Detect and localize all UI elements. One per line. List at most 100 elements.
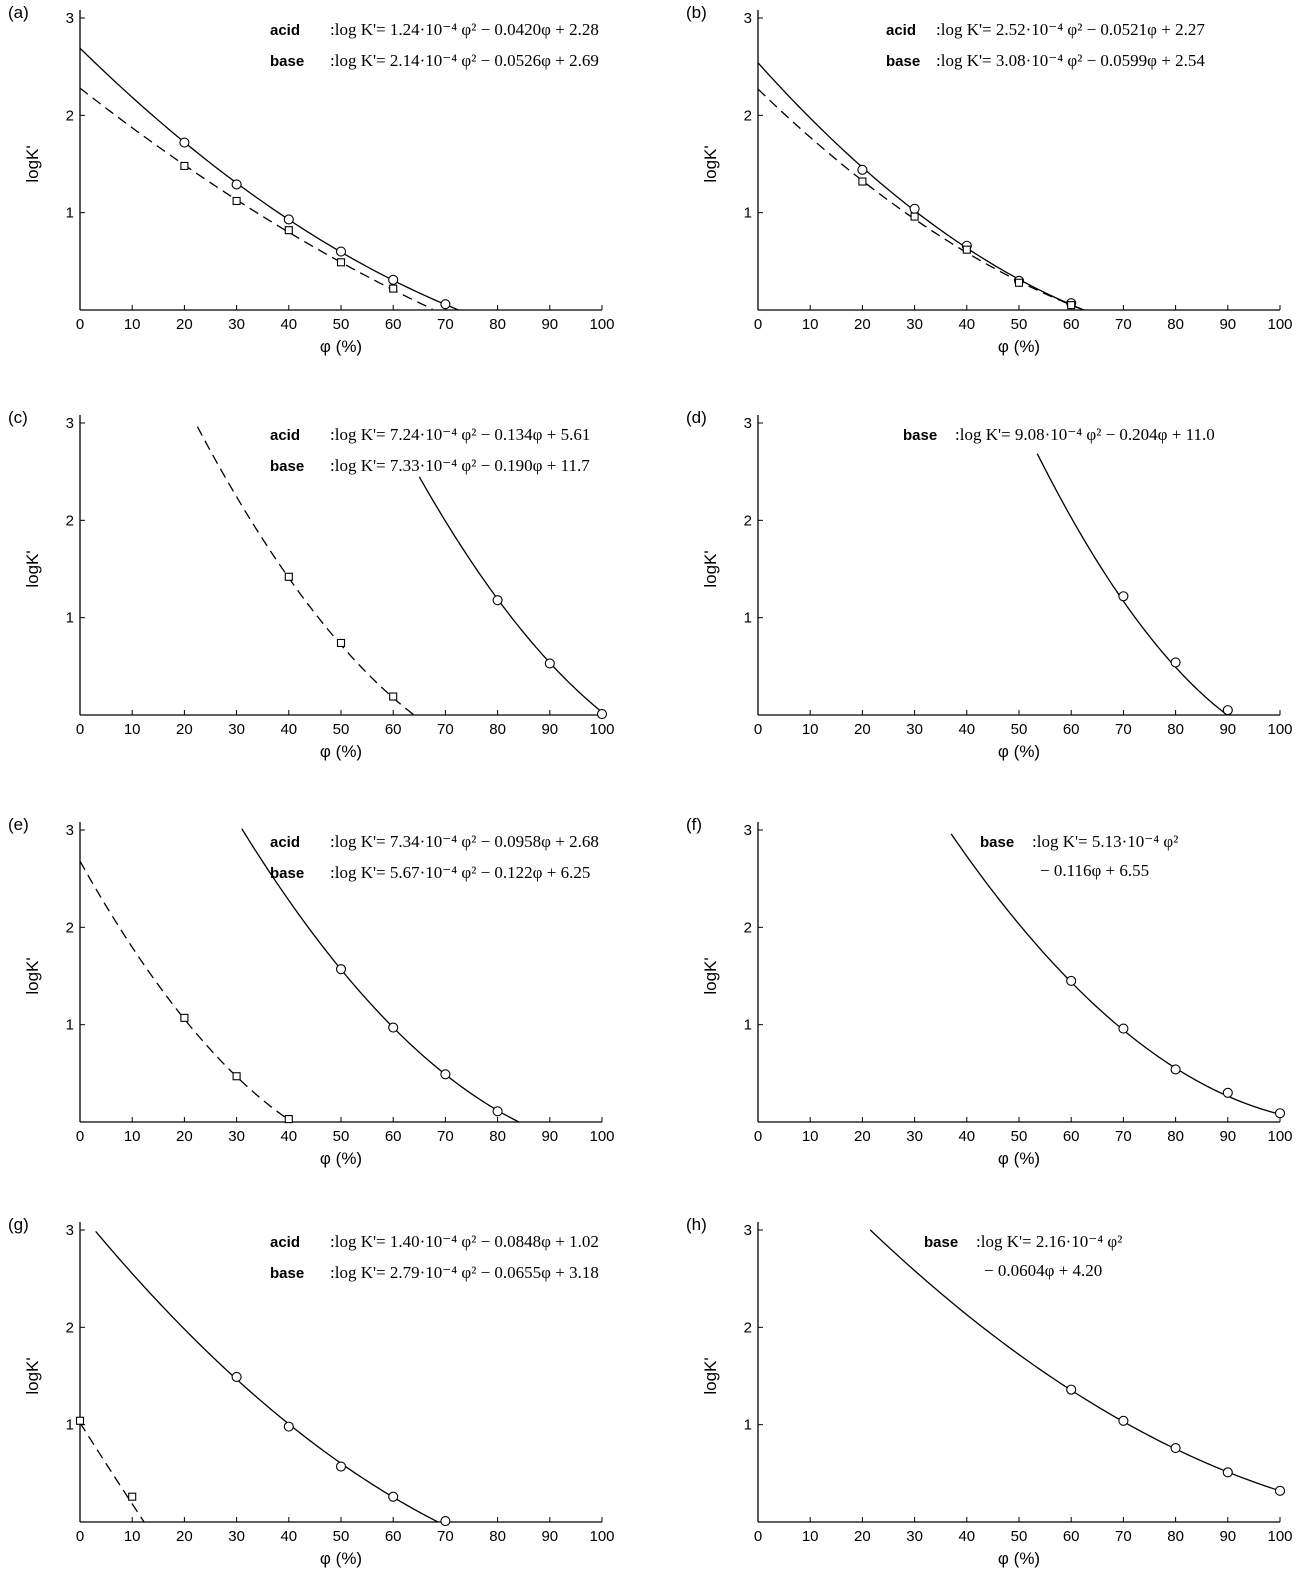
x-tick-label: 100: [1267, 316, 1292, 333]
x-tick-label: 80: [489, 316, 506, 333]
base-data-point: [440, 1069, 451, 1080]
base-data-point: [1274, 1485, 1286, 1496]
base-data-point: [1170, 1064, 1181, 1075]
x-tick-label: 10: [802, 1528, 819, 1545]
x-tick-label: 60: [1063, 316, 1080, 333]
x-tick-label: 60: [1063, 721, 1080, 738]
base-label: base: [886, 53, 920, 70]
x-tick-label: 10: [124, 1528, 141, 1545]
x-tick-label: 90: [541, 1128, 558, 1145]
x-tick-label: 100: [589, 1528, 614, 1545]
x-tick-label: 50: [333, 1528, 350, 1545]
base-fit-curve: [418, 476, 603, 713]
x-tick-label: 50: [1011, 721, 1028, 738]
acid-data-point: [284, 572, 293, 581]
base-fit-curve: [1036, 453, 1229, 715]
y-axis-label: logK': [23, 550, 42, 587]
chart-panel: (g) 0 10 20 30 40 50 60 70 80 90 100 1 2 3 φ (%) logK' ac…: [8, 1215, 615, 1568]
chart-panel: (h) 0 10 20 30 40 50 60 70 80 90 100 1 2 3 φ (%) logK' ba…: [686, 1215, 1293, 1568]
base-equation-cont: − 0.0604φ + 4.20: [984, 1261, 1102, 1280]
base-data-point: [179, 137, 190, 148]
base-label: base: [980, 834, 1014, 851]
x-tick-label: 60: [385, 721, 402, 738]
x-tick-label: 0: [754, 1528, 762, 1545]
x-tick-label: 20: [176, 721, 193, 738]
x-tick-label: 30: [228, 721, 245, 738]
base-data-point: [231, 1371, 242, 1383]
x-tick-label: 90: [1219, 1128, 1236, 1145]
acid-fit-curve: [758, 88, 1082, 310]
base-data-point: [440, 1515, 451, 1527]
y-tick-label: 3: [66, 1222, 74, 1239]
x-tick-label: 30: [906, 721, 923, 738]
x-tick-label: 40: [280, 721, 297, 738]
x-tick-label: 70: [1115, 1128, 1132, 1145]
acid-data-point: [232, 1072, 241, 1081]
y-tick-label: 1: [66, 205, 74, 222]
x-tick-label: 20: [854, 1528, 871, 1545]
y-tick-label: 1: [744, 1017, 752, 1034]
y-tick-label: 1: [744, 1417, 752, 1434]
panel-label: (b): [686, 3, 707, 22]
x-tick-label: 50: [333, 1128, 350, 1145]
base-data-point: [1118, 591, 1129, 602]
base-data-point: [1274, 1108, 1286, 1119]
x-tick-label: 80: [1167, 721, 1184, 738]
base-data-point: [283, 214, 294, 225]
base-equation: :log K'= 7.33·10⁻⁴ φ² − 0.190φ + 11.7: [330, 456, 590, 475]
x-tick-label: 50: [1011, 1528, 1028, 1545]
x-tick-label: 100: [589, 1128, 614, 1145]
x-tick-label: 20: [176, 1128, 193, 1145]
x-tick-label: 10: [124, 316, 141, 333]
x-axis-label: φ (%): [320, 1549, 362, 1568]
base-label: base: [270, 865, 304, 882]
base-data-point: [1066, 975, 1077, 986]
x-tick-label: 40: [958, 1528, 975, 1545]
base-label: base: [924, 1234, 958, 1251]
acid-data-point: [389, 692, 398, 701]
chart-panel: (d) 0 10 20 30 40 50 60 70 80 90 100 1 2 3 φ (%) logK' ba…: [686, 408, 1293, 761]
y-tick-label: 1: [744, 610, 752, 627]
x-tick-label: 40: [958, 1128, 975, 1145]
x-tick-label: 20: [176, 316, 193, 333]
acid-data-point: [284, 1115, 293, 1124]
x-tick-label: 30: [906, 1528, 923, 1545]
base-data-point: [335, 246, 347, 257]
y-tick-label: 1: [66, 1017, 74, 1034]
base-equation: :log K'= 5.67·10⁻⁴ φ² − 0.122φ + 6.25: [330, 863, 590, 882]
x-tick-label: 100: [589, 316, 614, 333]
panel-label: (a): [8, 3, 29, 22]
acid-data-point: [284, 226, 293, 235]
chart-panel: (f) 0 10 20 30 40 50 60 70 80 90 100 1 2 3 φ (%) logK' ba…: [686, 815, 1293, 1168]
base-data-point: [388, 1491, 399, 1502]
x-tick-label: 50: [333, 721, 350, 738]
x-tick-label: 40: [280, 1528, 297, 1545]
y-axis-label: logK': [701, 550, 720, 587]
base-data-point: [388, 274, 399, 285]
acid-data-point: [336, 258, 346, 267]
y-tick-label: 2: [744, 919, 752, 936]
panel-label: (e): [8, 815, 29, 834]
y-tick-label: 1: [744, 205, 752, 222]
base-data-point: [1222, 705, 1233, 716]
x-tick-label: 70: [437, 1128, 454, 1145]
x-tick-label: 20: [176, 1528, 193, 1545]
acid-data-point: [910, 212, 919, 221]
x-tick-label: 60: [385, 316, 402, 333]
x-tick-label: 70: [437, 721, 454, 738]
y-tick-label: 3: [66, 10, 74, 27]
acid-data-point: [180, 1013, 189, 1022]
x-tick-label: 100: [1267, 721, 1292, 738]
x-tick-label: 100: [1267, 1128, 1292, 1145]
base-data-point: [492, 1106, 503, 1117]
base-label: base: [903, 427, 937, 444]
x-tick-label: 10: [802, 316, 819, 333]
y-tick-label: 3: [66, 415, 74, 432]
x-tick-label: 80: [489, 721, 506, 738]
x-tick-label: 90: [541, 316, 558, 333]
base-data-point: [283, 1421, 294, 1432]
x-tick-label: 40: [958, 721, 975, 738]
y-axis-label: logK': [701, 957, 720, 994]
x-tick-label: 50: [1011, 1128, 1028, 1145]
base-equation: :log K'= 5.13·10⁻⁴ φ²: [1032, 832, 1178, 851]
